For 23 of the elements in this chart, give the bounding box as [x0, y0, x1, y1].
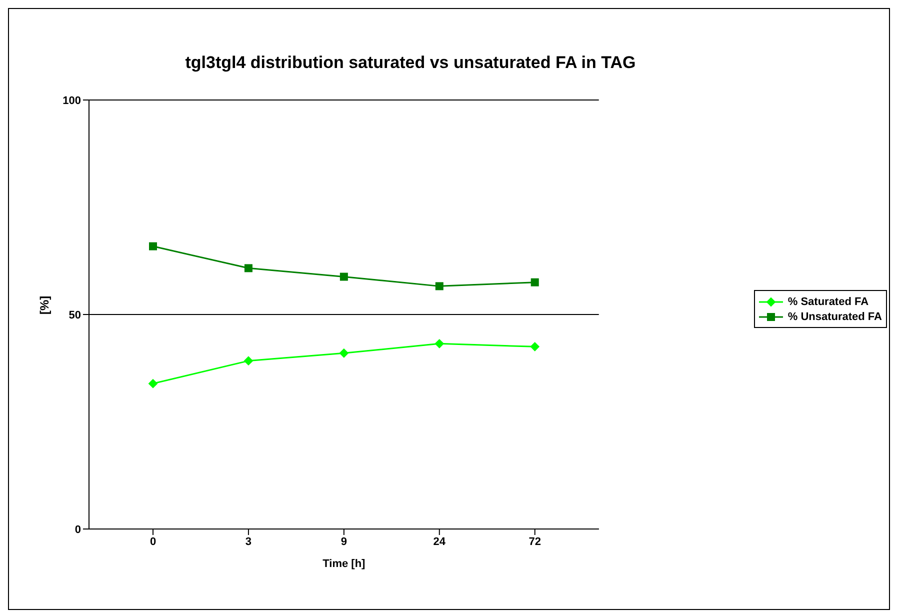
- point: [339, 348, 348, 358]
- y-tick-label: 50: [68, 309, 81, 322]
- x-axis-title: Time [h]: [322, 558, 366, 570]
- point: [530, 278, 539, 286]
- legend-label: % Unsaturated FA: [788, 310, 882, 322]
- y-tick-label: 0: [74, 524, 81, 536]
- chart-title: tgl3tgl4 distribution saturated vs unsaturated FA in TAG: [184, 53, 637, 73]
- point: [530, 342, 540, 352]
- y-axis-title: [%]: [37, 296, 52, 314]
- point: [244, 356, 253, 366]
- point: [435, 282, 444, 290]
- point: [434, 339, 444, 348]
- point: [148, 379, 158, 388]
- y-tick-label: 100: [62, 94, 81, 107]
- x-tick-label: 3: [245, 536, 252, 548]
- x-tick-label: 9: [340, 536, 347, 548]
- legend-label: % Saturated FA: [788, 296, 869, 308]
- x-tick-label: 72: [528, 536, 541, 548]
- x-tick-label: 24: [433, 536, 446, 548]
- point: [149, 242, 157, 250]
- x-tick-label: 0: [150, 536, 156, 548]
- point: [340, 272, 348, 281]
- point: [244, 264, 252, 272]
